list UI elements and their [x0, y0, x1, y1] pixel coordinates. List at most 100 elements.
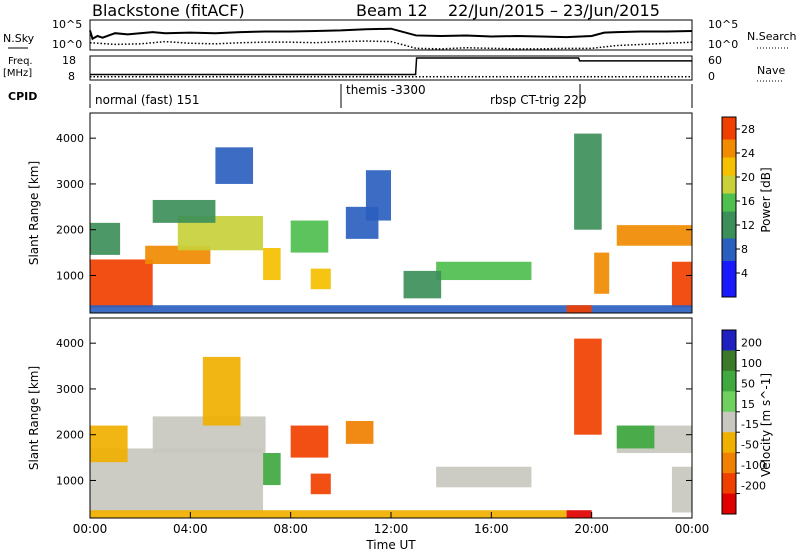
freq-axis-label-line1: Freq.: [8, 56, 33, 67]
x-tick-label-4: 12:00: [374, 522, 409, 536]
power-region-7: [263, 248, 281, 281]
power-colorbar: 28 24 20 16 12 8 4: [721, 116, 755, 298]
power-cbar-cell: [722, 189, 736, 194]
power-cbar-cell: [722, 202, 736, 208]
velocity-panel: 1000 2000 3000 4000 00:00 04:00 08:00 12:00 16:…: [27, 317, 773, 552]
power-cbar-cell: [722, 229, 736, 235]
power-cbar-cell: [722, 126, 736, 131]
power-ylabel: Slant Range [km]: [27, 161, 41, 265]
velocity-ytick-label-3: 3000: [56, 383, 84, 396]
power-cbar-cell: [722, 180, 736, 185]
power-cbar-cell: [722, 247, 736, 253]
power-region-18: [90, 305, 692, 313]
power-ytick-label-3: 3000: [56, 178, 84, 191]
power-y-axis: 1000 2000 3000 4000: [56, 132, 692, 282]
freq-frame: [89, 55, 693, 81]
x-tick-label-5: 16:00: [474, 522, 509, 536]
power-cbar-tick-label-5: 12: [741, 219, 755, 232]
velocity-region-7: [310, 473, 331, 495]
cpid-segment-1: normal (fast) 151: [95, 93, 199, 107]
power-region-9: [310, 268, 331, 290]
power-frame: [89, 112, 693, 314]
velocity-colorbar-label: Velocity [m s^-1]: [759, 373, 773, 477]
beam-label: Beam 12: [356, 1, 428, 20]
power-heatmap: [90, 133, 692, 313]
power-region-16: [616, 225, 692, 246]
velocity-cbar-cell: [722, 391, 736, 413]
velocity-cbar-tick-label-2: 100: [741, 357, 762, 370]
date-range: 22/Jun/2015 – 23/Jun/2015: [448, 1, 660, 20]
power-panel: 1000 2000 3000 4000 Slant Range [km] 28 24 20…: [27, 112, 773, 314]
power-cbar-cell: [722, 175, 736, 181]
power-cbar-cell: [722, 292, 736, 298]
power-cbar-cell: [722, 193, 736, 199]
x-tick-label-1: 00:00: [73, 522, 108, 536]
velocity-cbar-cell: [722, 452, 736, 474]
power-region-17: [671, 261, 692, 308]
power-cbar-cell: [722, 130, 736, 136]
power-cbar-tick-label-6: 8: [741, 243, 748, 256]
power-region-8: [290, 220, 329, 253]
station-title: Blackstone (fitACF): [92, 1, 245, 20]
nsky-tick-top: 10^5: [52, 18, 82, 31]
nsearch-tick-top: 10^5: [708, 18, 738, 31]
power-cbar-cell: [722, 211, 736, 217]
power-ytick-label-2: 2000: [56, 224, 84, 237]
velocity-region-13: [671, 466, 692, 513]
freq-axis-label-line2: [MHz]: [3, 68, 32, 79]
power-cbar-cell: [722, 283, 736, 289]
power-region-13: [403, 270, 442, 299]
velocity-cbar-tick-label-6: -50: [741, 439, 759, 452]
velocity-ylabel: Slant Range [km]: [27, 366, 41, 470]
power-region-11: [365, 170, 391, 221]
cpid-label: CPID: [8, 90, 37, 103]
power-cbar-cell: [722, 135, 736, 140]
power-cbar-cell: [722, 279, 736, 284]
power-cbar-tick-label-2: 24: [741, 147, 755, 160]
cpid-bar: CPID normal (fast) 151 themis -3300 rbsp…: [8, 83, 693, 108]
power-cbar-cell: [722, 117, 736, 122]
nsky-tick-bottom: 10^0: [52, 38, 82, 51]
velocity-cbar-tick-label-5: -15: [741, 418, 759, 431]
power-region-12: [436, 261, 532, 281]
velocity-cbar-tick-label-1: 200: [741, 336, 762, 349]
velocity-ytick-label-4: 4000: [56, 337, 84, 350]
velocity-colorbar: 200 100 50 15 -15 -50 -100 -200: [721, 329, 766, 515]
nsearch-axis-label: N.Search: [747, 30, 797, 43]
velocity-cbar-cell: [722, 350, 736, 372]
power-cbar-cell: [722, 220, 736, 226]
cpid-segment-2: themis -3300: [346, 83, 426, 97]
freq-panel: Freq. [MHz] 18 8 60 0 Nave: [3, 54, 785, 83]
power-cbar-tick-label-4: 16: [741, 195, 755, 208]
velocity-region-5: [263, 453, 281, 486]
power-cbar-cell: [722, 162, 736, 167]
freq-tick-top: 18: [62, 54, 76, 67]
power-cbar-cell: [722, 121, 736, 127]
power-cbar-tick-label-1: 28: [741, 123, 755, 136]
velocity-cbar-cell: [722, 330, 736, 351]
velocity-cbar-tick-label-4: 15: [741, 398, 755, 411]
velocity-cbar-cell: [722, 370, 736, 392]
power-ytick-label-1: 1000: [56, 269, 84, 282]
x-tick-label-2: 04:00: [173, 522, 208, 536]
velocity-region-8: [345, 420, 374, 444]
nave-axis-label: Nave: [757, 64, 785, 77]
velocity-cbar-tick-label-7: -100: [741, 459, 766, 472]
velocity-cbar-tick-label-3: 50: [741, 377, 755, 390]
nsearch-tick-bottom: 10^0: [708, 38, 738, 51]
power-region-2: [90, 222, 121, 255]
power-cbar-cell: [722, 184, 736, 190]
velocity-ytick-label-2: 2000: [56, 429, 84, 442]
velocity-region-15: [566, 510, 592, 518]
power-cbar-cell: [722, 139, 736, 145]
power-cbar-cell: [722, 157, 736, 163]
power-region-5: [152, 199, 216, 223]
nsky-frame: [89, 19, 693, 51]
velocity-region-12: [616, 425, 655, 449]
velocity-y-axis: 1000 2000 3000 4000: [56, 337, 692, 487]
nave-tick-top: 60: [708, 54, 722, 67]
power-cbar-cell: [722, 252, 736, 257]
power-cbar-cell: [722, 216, 736, 221]
nsearch-series-line: [89, 40, 693, 50]
